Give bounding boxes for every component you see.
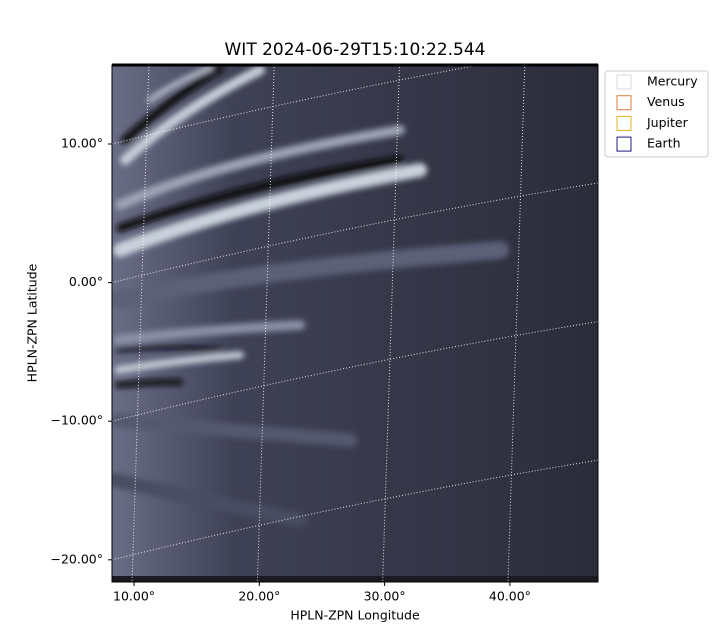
x-axis-label: HPLN-ZPN Longitude: [290, 608, 420, 623]
x-tick-label: 30.00°: [364, 589, 406, 604]
y-tick-label: 0.00°: [69, 274, 103, 289]
legend-label: Earth: [647, 136, 681, 151]
y-tick-label: −10.00°: [50, 413, 103, 428]
legend: [604, 70, 709, 158]
legend-marker: [616, 115, 632, 131]
chart-title: WIT 2024-06-29T15:10:22.544: [225, 40, 486, 60]
grid-line: [111, 320, 601, 422]
grid-line: [111, 43, 601, 145]
legend-label: Venus: [647, 94, 685, 109]
legend-marker: [616, 95, 632, 111]
legend-label: Mercury: [647, 74, 698, 89]
legend-marker: [616, 74, 632, 90]
x-tick-label: 20.00°: [238, 589, 280, 604]
image: [112, 65, 598, 582]
x-tick-label: 40.00°: [489, 589, 531, 604]
x-tick-label: 10.00°: [113, 589, 155, 604]
grid-line: [111, 459, 601, 561]
y-axis-label: HPLN-ZPN Latitude: [25, 263, 40, 382]
grid: [111, 43, 601, 583]
grid-line: [111, 182, 601, 284]
y-tick-label: 10.00°: [61, 136, 103, 151]
legend-label: Jupiter: [646, 115, 689, 130]
y-tick-label: −20.00°: [50, 551, 103, 566]
legend-marker: [616, 136, 632, 152]
